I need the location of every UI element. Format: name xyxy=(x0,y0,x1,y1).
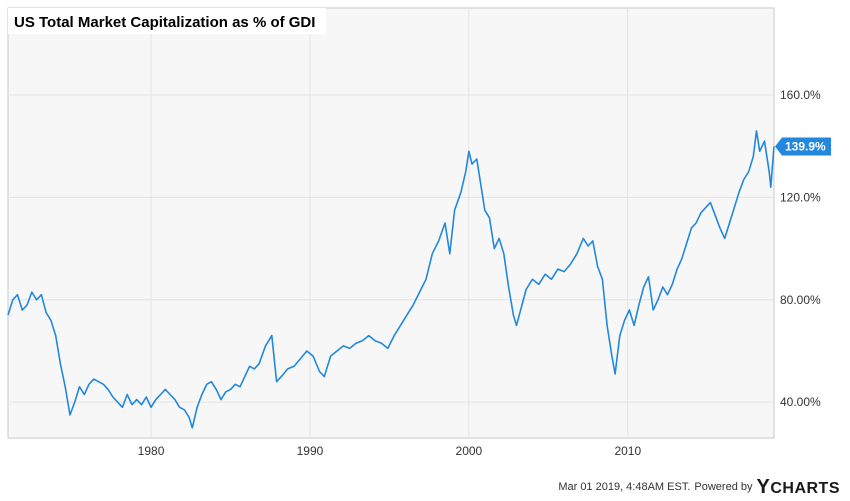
plot-area xyxy=(7,7,775,439)
ycharts-logo-rest: CHARTS xyxy=(770,479,840,497)
y-tick-label: 160.0% xyxy=(780,88,821,102)
x-tick-label: 2000 xyxy=(456,444,483,458)
y-tick-labels: 40.00% 80.00% 120.0% 160.0% xyxy=(780,88,821,409)
latest-value-badge[interactable]: 139.9% xyxy=(775,137,831,156)
x-tick-labels: 1980 1990 2000 2010 xyxy=(138,444,642,458)
powered-by-label: Powered by xyxy=(694,481,753,493)
y-gridlines xyxy=(8,94,774,403)
y-tick-label: 40.00% xyxy=(780,395,821,409)
x-tick-label: 2010 xyxy=(614,444,641,458)
latest-value-label: 139.9% xyxy=(785,139,826,153)
y-tick-label: 120.0% xyxy=(780,190,821,204)
ycharts-logo-y: Y xyxy=(756,475,771,498)
ycharts-logo[interactable]: Y CHARTS xyxy=(756,476,840,499)
x-gridlines xyxy=(150,8,629,438)
footer: Mar 01 2019, 4:48AM EST. Powered by Y CHA… xyxy=(558,476,840,499)
series-line[interactable] xyxy=(7,130,775,429)
latest-value-badge-shape xyxy=(775,137,831,156)
title-box xyxy=(8,8,326,34)
timestamp: Mar 01 2019, 4:48AM EST. xyxy=(558,481,691,493)
y-tick-label: 80.00% xyxy=(780,293,821,307)
chart-title: US Total Market Capitalization as % of G… xyxy=(14,14,315,31)
x-tick-label: 1980 xyxy=(138,444,165,458)
x-tick-label: 1990 xyxy=(297,444,324,458)
